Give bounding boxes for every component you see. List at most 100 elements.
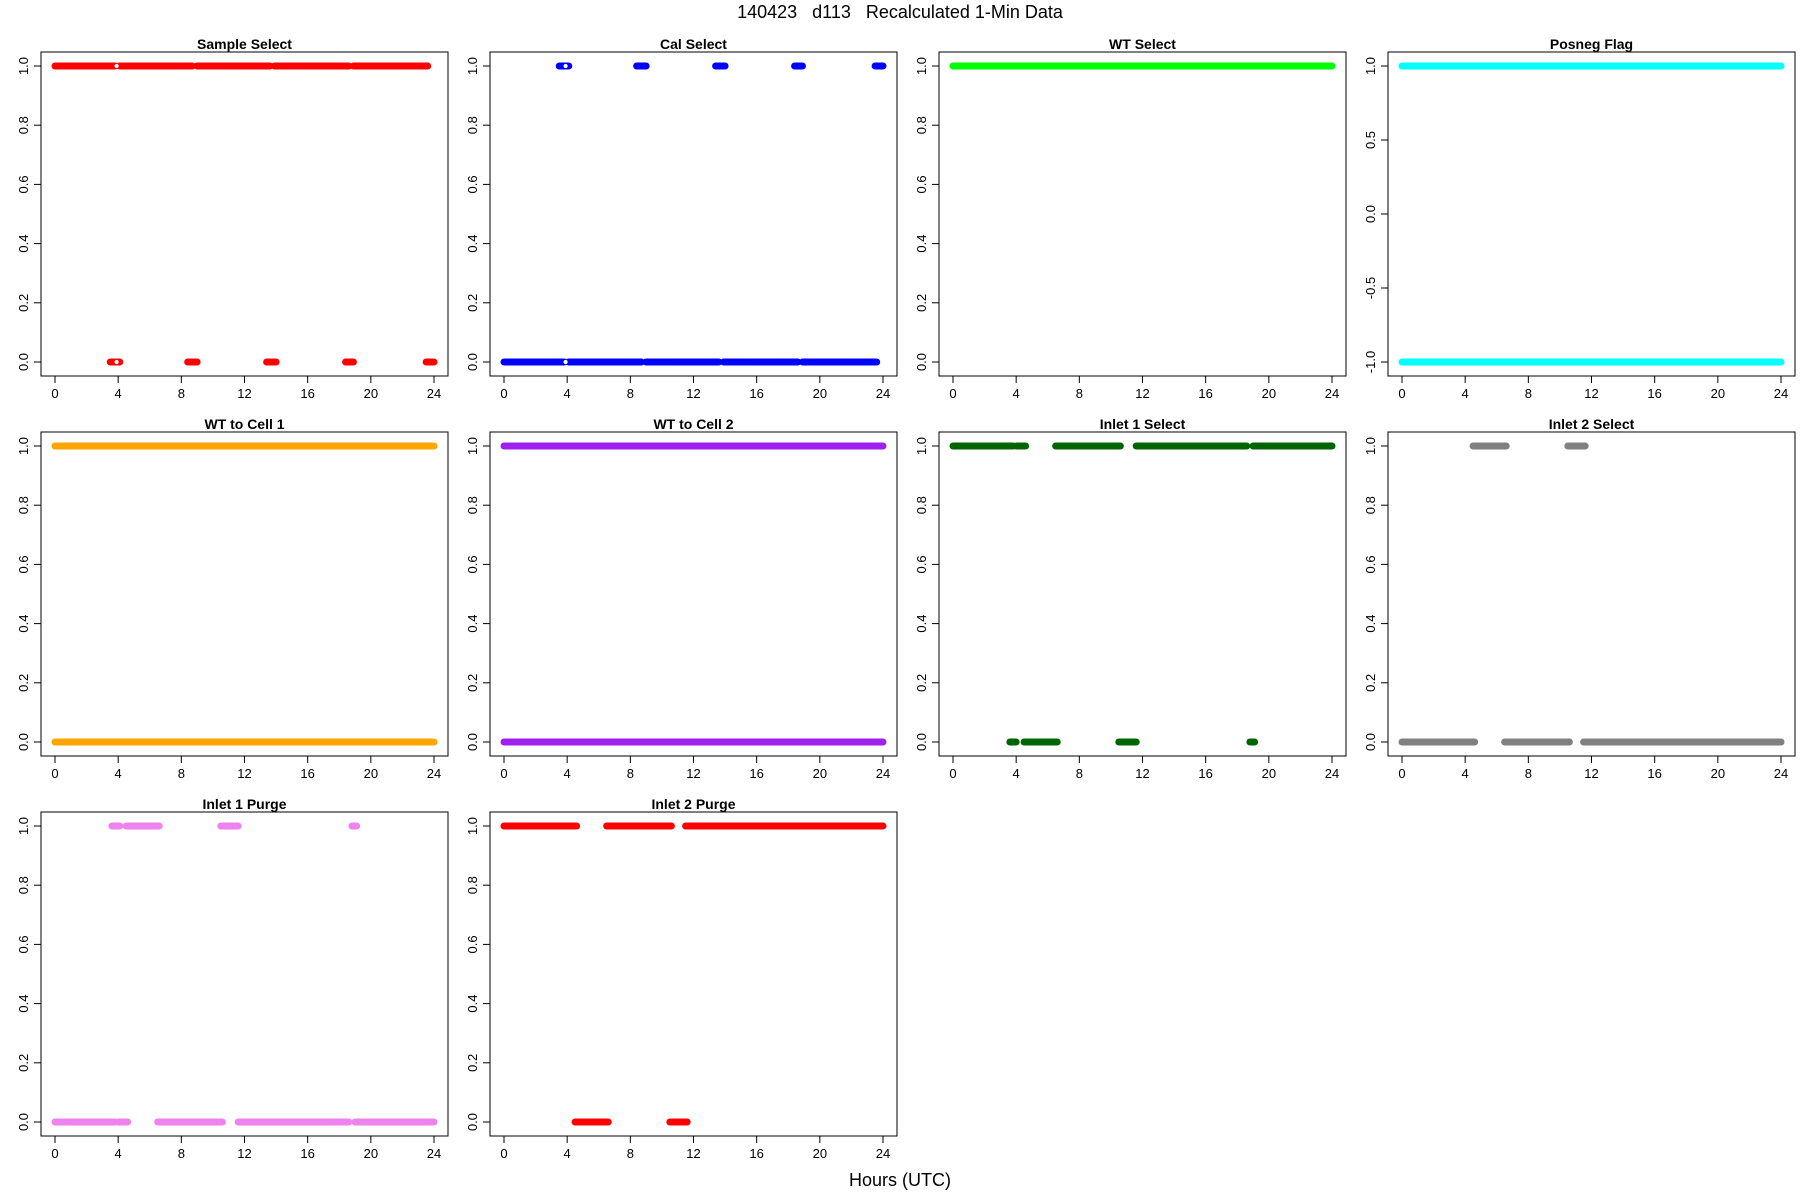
y-tick-label: 0.2 bbox=[914, 674, 929, 692]
x-tick-label: 8 bbox=[178, 766, 185, 781]
x-tick-label: 4 bbox=[115, 386, 122, 401]
plot-frame bbox=[1387, 431, 1796, 757]
x-tick-label: 4 bbox=[1013, 766, 1020, 781]
panel-10: Inlet 2 Purge 0 4 8 12 16 20 24 0.0 0.2 0.4 0.6 0.8 1… bbox=[465, 796, 898, 1161]
y-tick-label: 1.0 bbox=[465, 817, 480, 835]
x-tick-label: 16 bbox=[749, 766, 763, 781]
x-tick-label: 0 bbox=[949, 386, 956, 401]
y-tick-label: 0.2 bbox=[1363, 674, 1378, 692]
y-tick-label: 0.4 bbox=[465, 995, 480, 1013]
plot-frame bbox=[1387, 51, 1796, 377]
panel-title: Posneg Flag bbox=[1550, 36, 1633, 52]
x-tick-label: 0 bbox=[500, 1146, 507, 1161]
y-tick-label: 0.6 bbox=[16, 935, 31, 953]
x-tick-label: 12 bbox=[686, 386, 700, 401]
panel-title: Inlet 1 Select bbox=[1100, 416, 1186, 432]
panel-3: WT Select 0 4 8 12 16 20 24 0.0 0.2 0.4 0.6 0.8 1.0 bbox=[914, 36, 1347, 401]
x-tick-label: 8 bbox=[627, 386, 634, 401]
x-tick-label: 0 bbox=[1398, 766, 1405, 781]
x-tick-label: 20 bbox=[1711, 386, 1725, 401]
panel-9: Inlet 1 Purge 0 4 8 12 16 20 24 0.0 0.2 0.4 0.6 0.8 1… bbox=[16, 796, 449, 1161]
y-tick-label: 0.4 bbox=[465, 615, 480, 633]
y-tick-label: 0.6 bbox=[465, 555, 480, 573]
x-tick-label: 16 bbox=[300, 766, 314, 781]
y-tick-label: 0.5 bbox=[1363, 131, 1378, 149]
x-tick-label: 20 bbox=[1262, 766, 1276, 781]
y-tick-label: 0.0 bbox=[16, 733, 31, 751]
panel-title: Inlet 2 Purge bbox=[651, 796, 735, 812]
x-tick-label: 4 bbox=[115, 766, 122, 781]
y-tick-label: 0.0 bbox=[465, 353, 480, 371]
x-tick-label: 24 bbox=[876, 386, 890, 401]
x-tick-label: 16 bbox=[749, 1146, 763, 1161]
x-tick-label: 20 bbox=[813, 386, 827, 401]
y-tick-label: 0.4 bbox=[1363, 615, 1378, 633]
y-tick-label: -0.5 bbox=[1363, 277, 1378, 299]
x-tick-label: 4 bbox=[564, 766, 571, 781]
y-tick-label: 0.2 bbox=[465, 294, 480, 312]
y-tick-label: 0.8 bbox=[465, 496, 480, 514]
y-tick-label: 0.4 bbox=[16, 615, 31, 633]
plot-frame bbox=[938, 51, 1347, 377]
data-point-marker bbox=[113, 62, 120, 70]
x-tick-label: 4 bbox=[1013, 386, 1020, 401]
panel-1: Sample Select 0 4 8 12 16 20 24 0.0 0.2 0.4 0.6 0.8 1… bbox=[16, 36, 449, 401]
plot-frame bbox=[489, 431, 898, 757]
x-tick-label: 16 bbox=[300, 1146, 314, 1161]
y-tick-label: 0.0 bbox=[16, 353, 31, 371]
x-tick-label: 4 bbox=[115, 1146, 122, 1161]
x-tick-label: 24 bbox=[1774, 386, 1788, 401]
y-tick-label: 0.4 bbox=[465, 235, 480, 253]
x-tick-label: 8 bbox=[178, 1146, 185, 1161]
y-tick-label: 0.6 bbox=[1363, 555, 1378, 573]
data-point-marker bbox=[562, 358, 569, 366]
y-tick-label: 1.0 bbox=[16, 57, 31, 75]
y-tick-label: 0.8 bbox=[465, 116, 480, 134]
x-tick-label: 0 bbox=[51, 766, 58, 781]
x-tick-label: 16 bbox=[1198, 386, 1212, 401]
x-tick-label: 16 bbox=[1647, 386, 1661, 401]
x-tick-label: 24 bbox=[876, 766, 890, 781]
plot-frame bbox=[489, 51, 898, 377]
x-tick-label: 12 bbox=[1135, 766, 1149, 781]
y-tick-label: 0.8 bbox=[1363, 496, 1378, 514]
y-tick-label: 1.0 bbox=[16, 817, 31, 835]
x-tick-label: 0 bbox=[500, 386, 507, 401]
y-tick-label: 1.0 bbox=[16, 437, 31, 455]
plot-frame bbox=[40, 811, 449, 1137]
y-tick-label: 0.2 bbox=[16, 1054, 31, 1072]
panel-title: WT Select bbox=[1109, 36, 1176, 52]
y-tick-label: 0.0 bbox=[465, 1113, 480, 1131]
plot-frame bbox=[40, 51, 449, 377]
y-tick-label: 0.6 bbox=[914, 555, 929, 573]
x-tick-label: 0 bbox=[1398, 386, 1405, 401]
x-tick-label: 24 bbox=[427, 766, 441, 781]
x-tick-label: 4 bbox=[564, 1146, 571, 1161]
x-tick-label: 4 bbox=[1462, 386, 1469, 401]
y-tick-label: 0.4 bbox=[914, 235, 929, 253]
x-tick-label: 0 bbox=[500, 766, 507, 781]
y-tick-label: 0.0 bbox=[914, 353, 929, 371]
x-tick-label: 12 bbox=[237, 766, 251, 781]
plot-frame bbox=[938, 431, 1347, 757]
y-tick-label: 1.0 bbox=[1363, 437, 1378, 455]
y-tick-label: 0.6 bbox=[914, 175, 929, 193]
x-tick-label: 24 bbox=[427, 1146, 441, 1161]
panel-title: Sample Select bbox=[197, 36, 292, 52]
x-tick-label: 20 bbox=[813, 1146, 827, 1161]
x-tick-label: 16 bbox=[1647, 766, 1661, 781]
x-tick-label: 8 bbox=[1525, 766, 1532, 781]
x-tick-label: 16 bbox=[1198, 766, 1212, 781]
x-tick-label: 24 bbox=[1325, 386, 1339, 401]
y-tick-label: 0.6 bbox=[16, 555, 31, 573]
x-tick-label: 0 bbox=[51, 1146, 58, 1161]
x-tick-label: 8 bbox=[178, 386, 185, 401]
x-tick-label: 24 bbox=[1325, 766, 1339, 781]
panel-6: WT to Cell 2 0 4 8 12 16 20 24 0.0 0.2 0.4 0.6 0.8 1.… bbox=[465, 416, 898, 781]
y-tick-label: 0.8 bbox=[16, 876, 31, 894]
y-tick-label: 0.0 bbox=[1363, 733, 1378, 751]
y-tick-label: 1.0 bbox=[914, 57, 929, 75]
x-tick-label: 12 bbox=[686, 766, 700, 781]
x-tick-label: 20 bbox=[1262, 386, 1276, 401]
